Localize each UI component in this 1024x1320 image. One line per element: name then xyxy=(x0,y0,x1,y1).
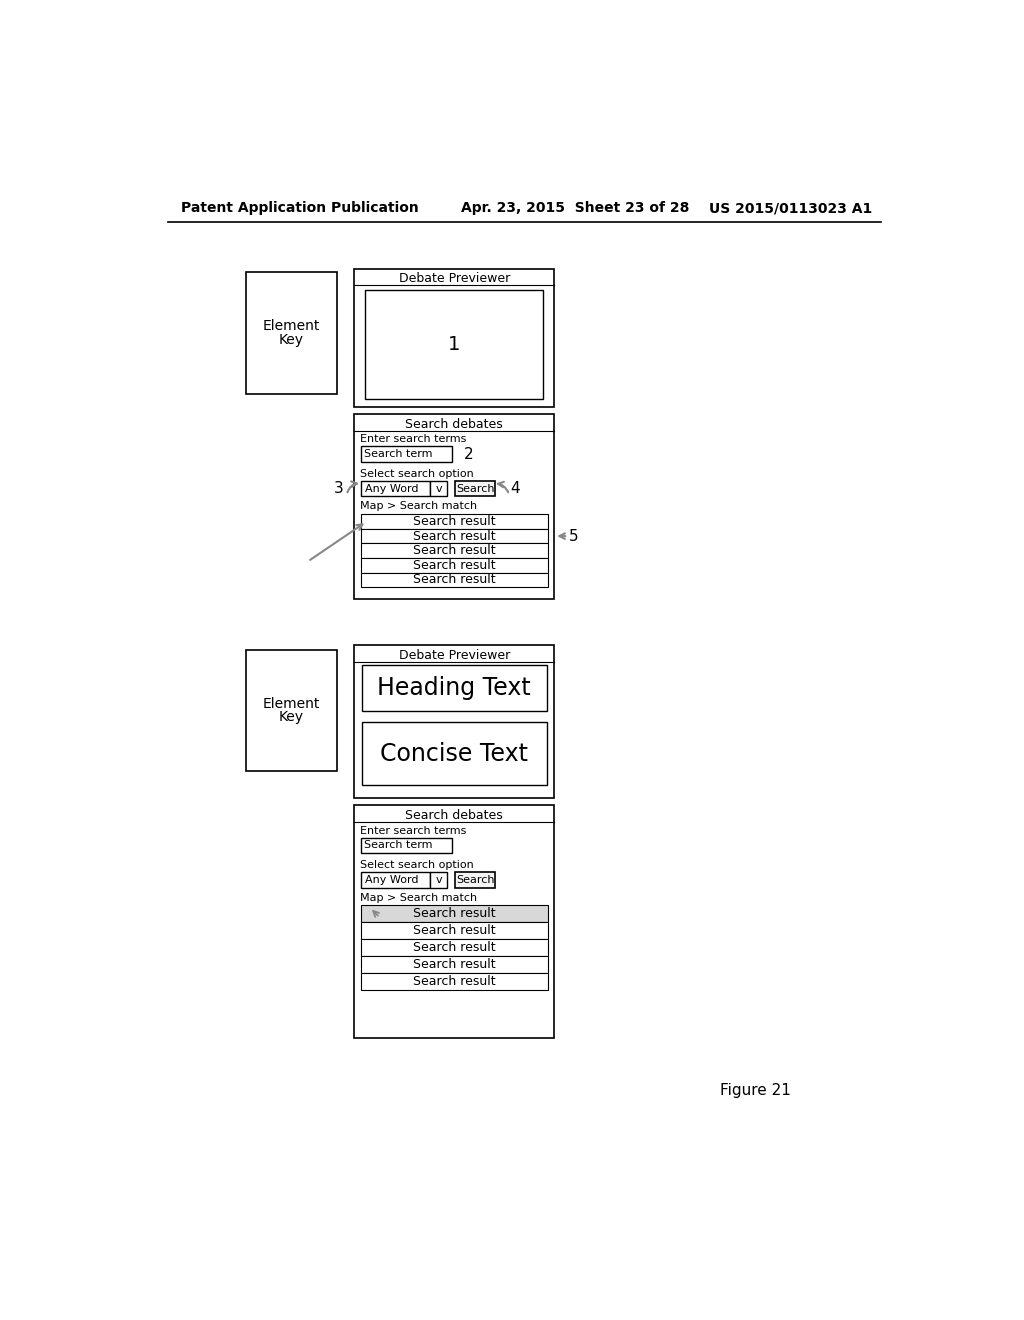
Text: Search result: Search result xyxy=(413,544,496,557)
Text: Debate Previewer: Debate Previewer xyxy=(398,648,510,661)
Text: Search debates: Search debates xyxy=(406,417,503,430)
Bar xyxy=(360,480,430,496)
Text: Search result: Search result xyxy=(413,907,496,920)
Text: Any Word: Any Word xyxy=(366,483,419,494)
Text: Search result: Search result xyxy=(413,958,496,972)
Text: Patent Application Publication: Patent Application Publication xyxy=(180,202,419,215)
Text: Debate Previewer: Debate Previewer xyxy=(398,272,510,285)
Bar xyxy=(360,838,452,853)
Text: Key: Key xyxy=(279,333,304,347)
Text: Map > Search match: Map > Search match xyxy=(360,502,477,511)
Text: 2: 2 xyxy=(464,446,474,462)
Bar xyxy=(360,446,452,462)
Bar xyxy=(246,272,337,395)
Text: US 2015/0113023 A1: US 2015/0113023 A1 xyxy=(709,202,872,215)
Bar xyxy=(360,544,548,558)
Bar xyxy=(246,649,337,771)
Text: 3: 3 xyxy=(334,482,344,496)
Text: 4: 4 xyxy=(510,482,519,496)
Bar xyxy=(430,873,447,887)
Bar xyxy=(354,268,554,407)
Bar xyxy=(354,645,554,797)
Text: Element: Element xyxy=(263,319,321,333)
Text: Search result: Search result xyxy=(413,941,496,954)
Text: 5: 5 xyxy=(568,528,579,544)
Bar xyxy=(455,873,496,887)
Text: Search: Search xyxy=(456,483,495,494)
Bar xyxy=(360,940,548,956)
Text: Concise Text: Concise Text xyxy=(380,742,528,766)
Text: Search result: Search result xyxy=(413,529,496,543)
Bar xyxy=(366,290,544,400)
Text: Enter search terms: Enter search terms xyxy=(360,825,467,836)
Bar xyxy=(430,480,447,496)
Text: Any Word: Any Word xyxy=(366,875,419,884)
Text: Search: Search xyxy=(456,875,495,884)
Text: Search result: Search result xyxy=(413,558,496,572)
Text: 1: 1 xyxy=(449,335,461,354)
Text: Select search option: Select search option xyxy=(360,861,474,870)
Bar xyxy=(455,480,496,496)
Text: Search term: Search term xyxy=(365,449,433,459)
Bar xyxy=(362,665,547,711)
Bar xyxy=(360,873,430,887)
Text: Key: Key xyxy=(279,710,304,725)
Text: Search result: Search result xyxy=(413,515,496,528)
Bar xyxy=(360,529,548,544)
Bar xyxy=(360,956,548,973)
Text: Search term: Search term xyxy=(365,841,433,850)
Text: Element: Element xyxy=(263,697,321,710)
Text: Map > Search match: Map > Search match xyxy=(360,892,477,903)
Bar xyxy=(360,923,548,940)
Text: Figure 21: Figure 21 xyxy=(720,1082,792,1098)
Text: Search result: Search result xyxy=(413,975,496,989)
Bar xyxy=(360,906,548,923)
Text: v: v xyxy=(435,483,442,494)
Bar xyxy=(360,513,548,529)
Bar xyxy=(354,805,554,1038)
Bar xyxy=(354,414,554,599)
Bar xyxy=(360,573,548,587)
Bar xyxy=(362,722,547,785)
Bar xyxy=(360,558,548,573)
Text: Search result: Search result xyxy=(413,573,496,586)
Text: v: v xyxy=(435,875,442,884)
Text: Search debates: Search debates xyxy=(406,809,503,822)
Bar xyxy=(360,973,548,990)
Text: Apr. 23, 2015  Sheet 23 of 28: Apr. 23, 2015 Sheet 23 of 28 xyxy=(461,202,689,215)
Text: Search result: Search result xyxy=(413,924,496,937)
Text: Select search option: Select search option xyxy=(360,469,474,479)
Text: Enter search terms: Enter search terms xyxy=(360,434,467,445)
Text: Heading Text: Heading Text xyxy=(378,676,531,700)
